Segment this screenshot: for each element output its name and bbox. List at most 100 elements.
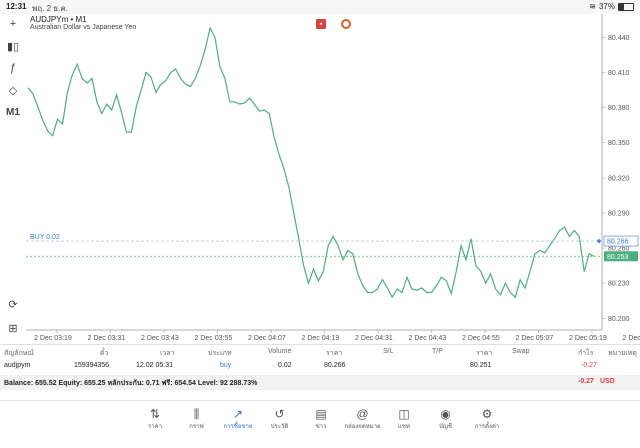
column-header[interactable]: Swap (512, 348, 530, 355)
nav-chat-icon: ◫ (382, 407, 426, 421)
magnet-icon[interactable]: ⟳ (4, 296, 22, 312)
column-header[interactable]: ประเภท (208, 348, 232, 359)
trade-table: สัญลักษณ์ ตั๋ว เวลา ประเภท Volume ราคา S/L T/P ร… (0, 344, 640, 392)
price-series-line (28, 28, 594, 297)
nav-trade-icon: ↗ (216, 407, 260, 421)
nav-trade[interactable]: ↗ การซื้อขาย (216, 407, 260, 431)
battery-icon (618, 3, 634, 11)
table-cell: 80.251 (470, 362, 491, 369)
y-tick-label: 80.230 (608, 281, 630, 288)
nav-mailbox[interactable]: @ กล่องจดหมาย (341, 407, 385, 431)
y-tick-label: 80.350 (608, 140, 630, 147)
nav-accounts[interactable]: ◉ บัญชี (424, 407, 468, 431)
y-tick-label: 80.320 (608, 175, 630, 182)
column-header[interactable]: ราคา (476, 348, 492, 359)
x-tick-label: 2 Dec 04:43 (409, 335, 447, 342)
wifi-icon: ≋ (589, 2, 596, 11)
chart-area[interactable]: 80.440 80.410 80.380 80.350 80.320 80.290 80.2… (26, 14, 640, 344)
currency-label: USD (600, 378, 615, 385)
table-cell: 0.02 (278, 362, 292, 369)
x-tick-label: 2 Dec 05:19 (569, 335, 607, 342)
y-tick-label: 80.380 (608, 105, 630, 112)
nav-settings[interactable]: ⚙ การตั้งค่า (465, 407, 509, 431)
column-header[interactable]: ตั๋ว (100, 348, 108, 359)
nav-chat-label: แชท (398, 424, 410, 430)
symbol-description: Australian Dollar vs Japanese Yen (30, 24, 136, 31)
balance-row: Balance: 655.52 Equity: 655.25 หลักประกั… (0, 375, 640, 390)
column-header[interactable]: เวลา (160, 348, 175, 359)
x-tick-label: 2 Dec 03:55 (195, 335, 233, 342)
x-tick-label: 2 Dec 04:19 (302, 335, 340, 342)
indicator-icon[interactable]: ƒ (4, 60, 22, 76)
nav-history-label: ประวัติ (271, 424, 289, 430)
table-cell: 12.02 05:31 (136, 362, 173, 369)
bottom-navigation: ⇅ ราคา ⫼ กราฟ ↗ การซื้อขาย ↺ ประวัติ ▤ ข่าว @ กล่อง… (0, 400, 640, 448)
nav-accounts-icon: ◉ (424, 407, 468, 421)
nav-settings-label: การตั้งค่า (475, 424, 499, 430)
buy-order-label: BUY 0.02 (30, 234, 60, 241)
nav-history-icon: ↺ (258, 407, 302, 421)
clock: 12:31 (6, 2, 26, 11)
price-chart[interactable]: 80.440 80.410 80.380 80.350 80.320 80.290 80.2… (26, 14, 640, 344)
crosshair-icon[interactable]: + (4, 16, 22, 32)
nav-chart[interactable]: ⫼ กราฟ (175, 407, 219, 431)
column-header[interactable]: สัญลักษณ์ (4, 348, 34, 359)
nav-quotes-label: ราคา (148, 424, 162, 430)
x-tick-label: 2 Dec 04:55 (462, 335, 500, 342)
nav-history[interactable]: ↺ ประวัติ (258, 407, 302, 431)
x-tick-label: 2 Dec 04:07 (248, 335, 286, 342)
buy-price-text: 80.266 (607, 239, 629, 246)
column-header[interactable]: กำไร (578, 348, 593, 359)
nav-quotes[interactable]: ⇅ ราคา (133, 407, 177, 431)
nav-trade-label: การซื้อขาย (224, 424, 253, 430)
symbol-title: AUDJPYm • M1 (30, 15, 87, 24)
nav-mailbox-label: กล่องจดหมาย (344, 424, 380, 430)
nav-news-label: ข่าว (316, 424, 327, 430)
x-tick-label: 2 Dec 04:31 (355, 335, 393, 342)
one-click-trading-icon[interactable] (341, 19, 351, 29)
flag-icon[interactable]: ▪ (316, 19, 326, 29)
y-tick-label: 80.200 (608, 316, 630, 323)
nav-chart-label: กราฟ (189, 424, 203, 430)
nav-quotes-icon: ⇅ (133, 407, 177, 421)
candles-icon[interactable]: ▮▯ (4, 38, 22, 54)
column-header[interactable]: หมายเหตุ (608, 348, 637, 359)
total-profit: -0.27 (578, 378, 594, 385)
x-tick-label: 2 Dec 05:07 (516, 335, 554, 342)
table-cell: audjpym (4, 362, 30, 369)
table-cell: 159394356 (74, 362, 109, 369)
balance-text: Balance: 655.52 Equity: 655.25 หลักประกั… (4, 378, 257, 389)
nav-chat[interactable]: ◫ แชท (382, 407, 426, 431)
column-header[interactable]: ราคา (326, 348, 342, 359)
nav-mailbox-icon: @ (341, 407, 385, 421)
column-header[interactable]: S/L (383, 348, 394, 355)
chart-toolbar: + ▮▯ ƒ ◇ M1 ⟳ ⊞ (0, 14, 26, 334)
table-row[interactable]: audjpym 159394356 12.02 05:31 buy 0.02 80.266… (0, 359, 640, 373)
nav-settings-icon: ⚙ (465, 407, 509, 421)
x-tick-label: 2 Dec 03:19 (34, 335, 72, 342)
y-tick-label: 80.290 (608, 210, 630, 217)
buy-marker (597, 239, 601, 243)
window-icon[interactable]: ⊞ (4, 320, 22, 336)
table-header: สัญลักษณ์ ตั๋ว เวลา ประเภท Volume ราคา S/L T/P ร… (0, 344, 640, 359)
table-cell: -0.27 (581, 362, 597, 369)
table-cell: buy (220, 362, 231, 369)
y-tick-label: 80.440 (608, 35, 630, 42)
status-bar: 12:31 พฤ. 2 ธ.ค. ≋ 37% (0, 0, 640, 14)
nav-chart-icon: ⫼ (175, 407, 219, 421)
timeframe-button[interactable]: M1 (4, 104, 22, 120)
column-header[interactable]: Volume (268, 348, 291, 355)
status-right: ≋ 37% (589, 2, 634, 11)
table-cell: 80.266 (324, 362, 345, 369)
nav-news[interactable]: ▤ ข่าว (299, 407, 343, 431)
y-tick-label: 80.410 (608, 70, 630, 77)
x-tick-label: 2 Dec 05:31 (623, 335, 640, 342)
x-tick-label: 2 Dec 03:43 (141, 335, 179, 342)
objects-icon[interactable]: ◇ (4, 82, 22, 98)
nav-news-icon: ▤ (299, 407, 343, 421)
battery-percent: 37% (599, 2, 615, 11)
column-header[interactable]: T/P (432, 348, 443, 355)
x-tick-label: 2 Dec 03:31 (88, 335, 126, 342)
current-price-text: 80.253 (607, 254, 629, 261)
nav-accounts-label: บัญชี (439, 424, 452, 430)
